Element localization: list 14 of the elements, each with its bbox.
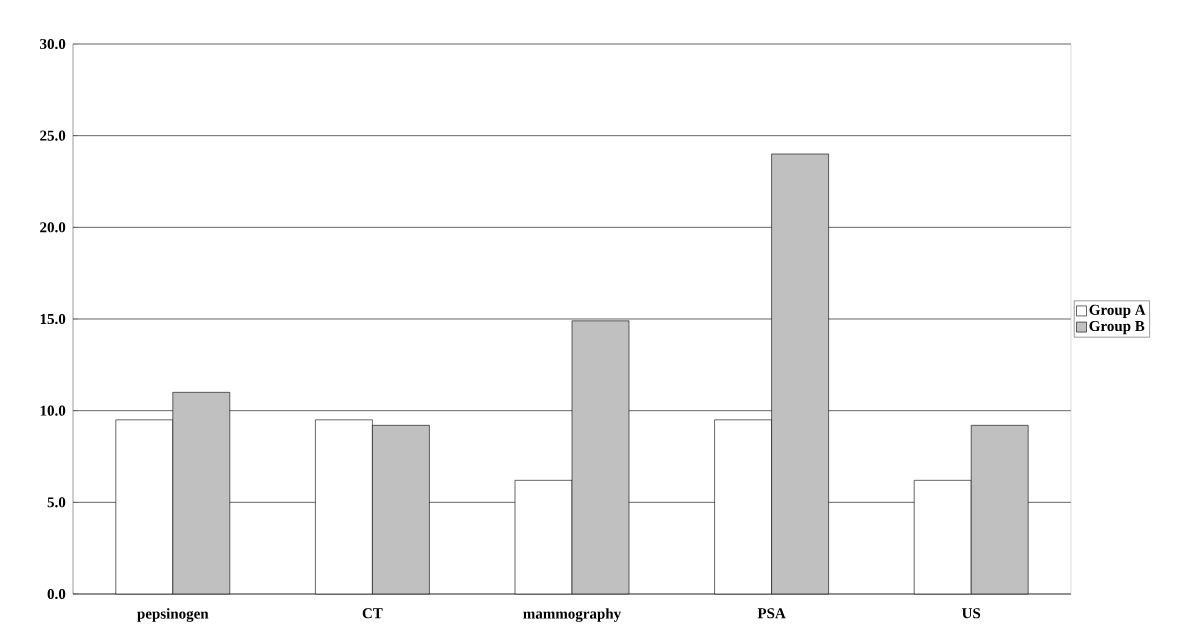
y-tick-label: 5.0 bbox=[47, 497, 66, 508]
legend-label: Group A bbox=[1089, 304, 1146, 318]
x-tick-label: CT bbox=[362, 608, 383, 619]
y-tick-label: 15.0 bbox=[40, 313, 66, 325]
y-tick-label: 0.0 bbox=[47, 588, 66, 600]
x-tick-label: PSA bbox=[757, 608, 786, 619]
x-tick-label: pepsinogen bbox=[137, 608, 209, 622]
legend-label: Group B bbox=[1089, 321, 1145, 335]
x-tick-label: mammography bbox=[523, 608, 622, 622]
y-tick-label: 20.0 bbox=[40, 222, 66, 233]
y-tick-label: 25.0 bbox=[40, 130, 66, 141]
x-tick-label: US bbox=[961, 608, 981, 619]
y-tick-label: 10.0 bbox=[40, 405, 66, 416]
y-tick-label: 30.0 bbox=[40, 38, 66, 50]
